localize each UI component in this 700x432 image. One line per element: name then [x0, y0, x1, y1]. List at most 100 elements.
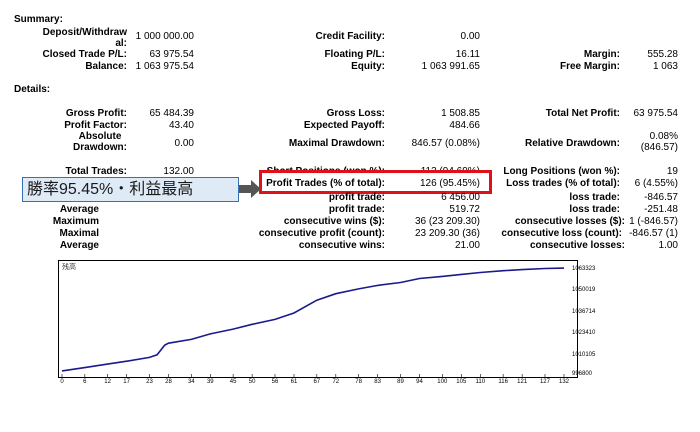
maximal-drawdown-value: 846.57 (0.08%) [411, 138, 480, 149]
largest-loss-value: -846.57 [644, 192, 678, 203]
x-tick-label: 89 [397, 379, 404, 385]
x-tick-label: 61 [290, 379, 298, 385]
equity-label: Equity: [351, 61, 385, 72]
balance-label: Balance: [85, 61, 127, 72]
balance-chart-plot: 残高 [61, 262, 565, 378]
loss-trades-value: 6 (4.55%) [634, 178, 678, 189]
avg-profit-label: profit trade: [328, 204, 385, 215]
y-tick-label: 1023410 [572, 330, 596, 337]
average-label: Average [59, 204, 99, 215]
x-tick-label: 12 [104, 379, 111, 385]
maximal-drawdown-label: Maximal Drawdown: [288, 138, 385, 149]
chart-title: 残高 [62, 262, 76, 271]
total-net-value: 63 975.54 [633, 108, 679, 119]
x-tick-label: 28 [165, 379, 172, 385]
loss-trades-label: Loss trades (% of total): [506, 178, 620, 189]
largest-profit-label: profit trade: [328, 192, 385, 203]
x-tick-label: 67 [313, 379, 321, 385]
closed-value: 63 975.54 [149, 49, 195, 60]
relative-drawdown-line1: 0.08% [649, 131, 678, 142]
x-tick-label: 105 [456, 379, 467, 385]
x-tick-label: 6 [83, 379, 87, 385]
max-cons-losses-label: consecutive losses ($): [514, 216, 625, 227]
deposit-label-line1: Deposit/Withdraw [42, 27, 127, 38]
profit-factor-label: Profit Factor: [64, 120, 127, 131]
avg-cons-losses-value: 1.00 [658, 240, 678, 251]
x-tick-label: 100 [437, 379, 448, 385]
y-tick-label: 1050019 [572, 287, 596, 294]
floating-value: 16.11 [455, 49, 480, 60]
x-tick-label: 17 [123, 379, 130, 385]
absolute-drawdown-line1: Absolute [78, 131, 122, 142]
profit-trades-label: Profit Trades (% of total): [266, 178, 385, 189]
x-tick-label: 72 [332, 379, 340, 385]
gross-loss-label: Gross Loss: [326, 108, 385, 119]
x-tick-label: 94 [416, 379, 423, 385]
maximal-loss-label: consecutive loss (count): [501, 228, 622, 239]
max-cons-losses-value: 1 (-846.57) [629, 216, 678, 227]
y-tick-label: 996800 [572, 371, 593, 377]
deposit-label-line2: al: [115, 38, 127, 49]
absolute-drawdown-line2: Drawdown: [73, 142, 127, 153]
total-trades-label: Total Trades: [65, 166, 128, 177]
profit-factor-value: 43.40 [168, 120, 194, 131]
x-tick-label: 110 [475, 379, 486, 385]
x-tick-label: 132 [558, 379, 569, 385]
expected-payoff-label: Expected Payoff: [303, 120, 385, 131]
credit-label: Credit Facility: [315, 31, 385, 42]
summary-title: Summary: [14, 14, 63, 25]
highlight-box [259, 170, 492, 194]
long-positions-label: Long Positions (won %): [503, 166, 620, 177]
avg-profit-value: 519.72 [449, 204, 480, 215]
largest-loss-label: loss trade: [569, 192, 620, 203]
equity-value: 1 063 991.65 [421, 61, 480, 72]
x-tick-label: 116 [498, 379, 508, 385]
margin-label: Margin: [583, 49, 620, 60]
x-tick-label: 50 [248, 379, 256, 385]
relative-drawdown-label: Relative Drawdown: [524, 138, 620, 149]
x-tick-label: 23 [146, 379, 153, 385]
floating-label: Floating P/L: [324, 49, 385, 60]
avg-loss-label: loss trade: [569, 204, 620, 215]
expected-payoff-value: 484.66 [449, 120, 480, 131]
maximal-profit-value: 23 209.30 (36) [414, 228, 480, 239]
balance-value: 1 063 975.54 [135, 61, 194, 72]
x-tick-label: 78 [355, 379, 362, 385]
absolute-drawdown-label: Absolute Drawdown: [60, 131, 140, 153]
relative-drawdown-line2: (846.57) [640, 142, 678, 153]
max-cons-wins-label: consecutive wins ($): [283, 216, 385, 227]
y-tick-label: 1010105 [572, 351, 596, 358]
gross-loss-value: 1 508.85 [441, 108, 480, 119]
closed-label: Closed Trade P/L: [42, 49, 127, 60]
total-trades-value: 132.00 [163, 166, 194, 177]
balance-series-line [61, 267, 565, 372]
absolute-drawdown-value: 0.00 [174, 138, 194, 149]
avg-cons-losses-label: consecutive losses: [529, 240, 625, 251]
max-cons-wins-value: 36 (23 209.30) [414, 216, 480, 227]
details-title: Details: [14, 84, 51, 95]
x-tick-label: 121 [517, 379, 528, 385]
deposit-value: 1 000 000.00 [135, 31, 194, 42]
credit-value: 0.00 [460, 31, 480, 42]
maximum-label: Maximum [52, 216, 99, 227]
profit-trades-value: 126 (95.45%) [419, 178, 480, 189]
relative-drawdown-value: 0.08% (846.57) [620, 131, 678, 153]
free-margin-value: 1 063 [652, 61, 678, 72]
maximal-loss-value: -846.57 (1) [629, 228, 678, 239]
gross-profit-label: Gross Profit: [65, 108, 127, 119]
x-tick-label: 34 [187, 379, 195, 385]
avg-loss-value: -251.48 [644, 204, 678, 215]
avg-cons-wins-label: consecutive wins: [298, 240, 385, 251]
maximal-profit-label: consecutive profit (count): [258, 228, 385, 239]
x-tick-label: 127 [539, 379, 550, 385]
average2-label: Average [59, 240, 99, 251]
x-tick-label: 56 [271, 379, 279, 385]
y-tick-label: 1036714 [572, 308, 596, 315]
long-positions-value: 19 [666, 166, 678, 177]
free-margin-label: Free Margin: [559, 61, 620, 72]
y-tick-label: 1063323 [572, 266, 596, 273]
callout-label: 勝率95.45%・利益最高 [22, 177, 239, 202]
x-tick-label: 45 [229, 379, 237, 385]
margin-value: 555.28 [647, 49, 678, 60]
total-net-label: Total Net Profit: [545, 108, 620, 119]
